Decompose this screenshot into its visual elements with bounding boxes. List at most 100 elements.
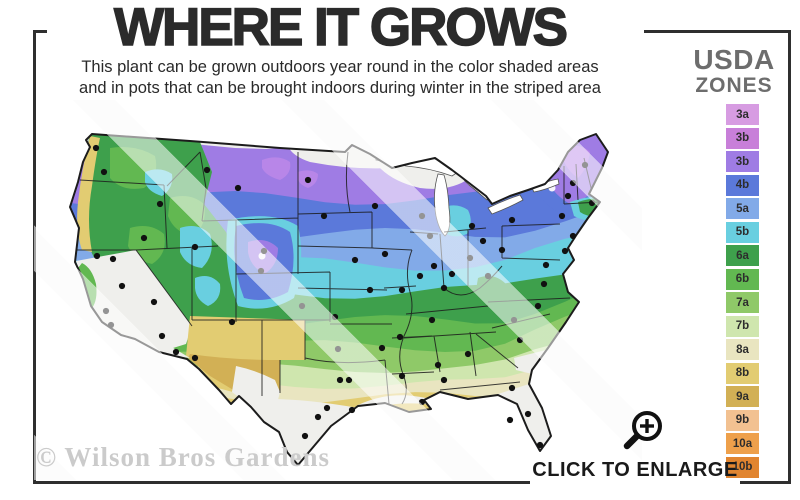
city-dot: [234, 184, 242, 192]
city-dot: [516, 336, 524, 344]
city-dot: [172, 348, 180, 356]
magnifier-zoom-icon[interactable]: [620, 408, 668, 456]
city-dot: [301, 432, 309, 440]
city-dot: [542, 261, 550, 269]
city-dot: [569, 232, 577, 240]
city-dot: [534, 302, 542, 310]
city-dot: [440, 376, 448, 384]
city-dot: [351, 256, 359, 264]
city-dot: [434, 361, 442, 369]
us-zone-map-image[interactable]: [40, 106, 640, 470]
city-dot: [150, 298, 158, 306]
city-dot: [498, 246, 506, 254]
city-dot: [426, 232, 434, 240]
city-dot: [191, 354, 199, 362]
city-dot: [398, 372, 406, 380]
city-dot: [323, 404, 331, 412]
city-dot: [468, 222, 476, 230]
city-dot: [257, 267, 265, 275]
city-dot: [314, 413, 322, 421]
city-dot: [440, 284, 448, 292]
legend-zone-3b: 3b: [726, 151, 759, 172]
frame-top-right: [644, 30, 791, 33]
legend-title-zones: ZONES: [695, 74, 773, 97]
legend-zone-4b: 4b: [726, 174, 759, 196]
city-dot: [109, 255, 117, 263]
city-dot: [203, 166, 211, 174]
city-dot: [378, 344, 386, 352]
frame-bottom-left: [33, 481, 530, 484]
city-dot: [100, 168, 108, 176]
city-dot: [510, 316, 518, 324]
city-dot: [191, 243, 199, 251]
city-dot: [298, 302, 306, 310]
city-dot: [371, 202, 379, 210]
city-dot: [506, 416, 514, 424]
legend-zone-3b: 3b: [726, 127, 759, 149]
zone-map[interactable]: [34, 100, 642, 480]
legend-zone-10b: 10b: [726, 456, 759, 478]
city-dot: [92, 144, 100, 152]
legend-zone-6b: 6b: [726, 268, 759, 290]
city-dot: [336, 376, 344, 384]
legend-zone-9b: 9b: [726, 409, 759, 431]
subtitle-line1: This plant can be grown outdoors year ro…: [81, 58, 599, 76]
city-dot: [508, 384, 516, 392]
city-dot: [260, 247, 268, 255]
city-dot: [418, 212, 426, 220]
city-dot: [418, 398, 426, 406]
city-dot: [536, 441, 544, 449]
city-dot: [428, 316, 436, 324]
city-dot: [398, 286, 406, 294]
city-dot: [569, 179, 577, 187]
city-dot: [118, 282, 126, 290]
city-dot: [564, 192, 572, 200]
frame-bottom-right-stub: [740, 481, 791, 484]
subtitle-line2: and in pots that can be brought indoors …: [79, 79, 601, 97]
watermark: © Wilson Bros Gardens: [36, 442, 330, 472]
city-dot: [334, 345, 342, 353]
city-dot: [331, 313, 339, 321]
city-dot: [140, 234, 148, 242]
legend-zone-10a: 10a: [726, 433, 759, 454]
legend-zone-6a: 6a: [726, 245, 759, 266]
legend-zone-5a: 5a: [726, 198, 759, 219]
city-dot: [479, 237, 487, 245]
city-dot: [466, 254, 474, 262]
city-dot: [304, 176, 312, 184]
city-dot: [588, 199, 596, 207]
city-dot: [158, 332, 166, 340]
city-dot: [540, 280, 548, 288]
city-dot: [107, 321, 115, 329]
city-dot: [416, 272, 424, 280]
legend-zone-8a: 8a: [726, 339, 759, 360]
click-to-enlarge-label[interactable]: CLICK TO ENLARGE: [532, 459, 738, 481]
legend-zone-7a: 7a: [726, 292, 759, 313]
legend-zone-9a: 9a: [726, 386, 759, 407]
city-dot: [228, 318, 236, 326]
city-dot: [581, 161, 589, 169]
city-dot: [558, 212, 566, 220]
legend-title-usda: USDA: [693, 44, 775, 75]
city-dot: [345, 376, 353, 384]
city-dot: [524, 410, 532, 418]
city-dot: [430, 262, 438, 270]
city-dot: [366, 286, 374, 294]
legend-zone-5b: 5b: [726, 221, 759, 243]
city-dot: [508, 216, 516, 224]
city-dot: [93, 252, 101, 260]
city-dot: [348, 406, 356, 414]
usda-zones-legend: 3a 3b 3b 4b 5a 5b 6a 6b 7a 7b 8a 8b 9a 9b 10a 10b: [726, 104, 760, 480]
city-dot: [484, 272, 492, 280]
city-dot: [102, 307, 110, 315]
city-dot: [381, 250, 389, 258]
frame-top-left-stub: [33, 30, 47, 33]
frame-right: [788, 30, 791, 484]
legend-zone-7b: 7b: [726, 315, 759, 337]
city-dot: [561, 247, 569, 255]
page-title: WHERE IT GROWS: [113, 0, 568, 57]
city-dot: [448, 270, 456, 278]
city-dot: [156, 200, 164, 208]
city-dot: [320, 212, 328, 220]
